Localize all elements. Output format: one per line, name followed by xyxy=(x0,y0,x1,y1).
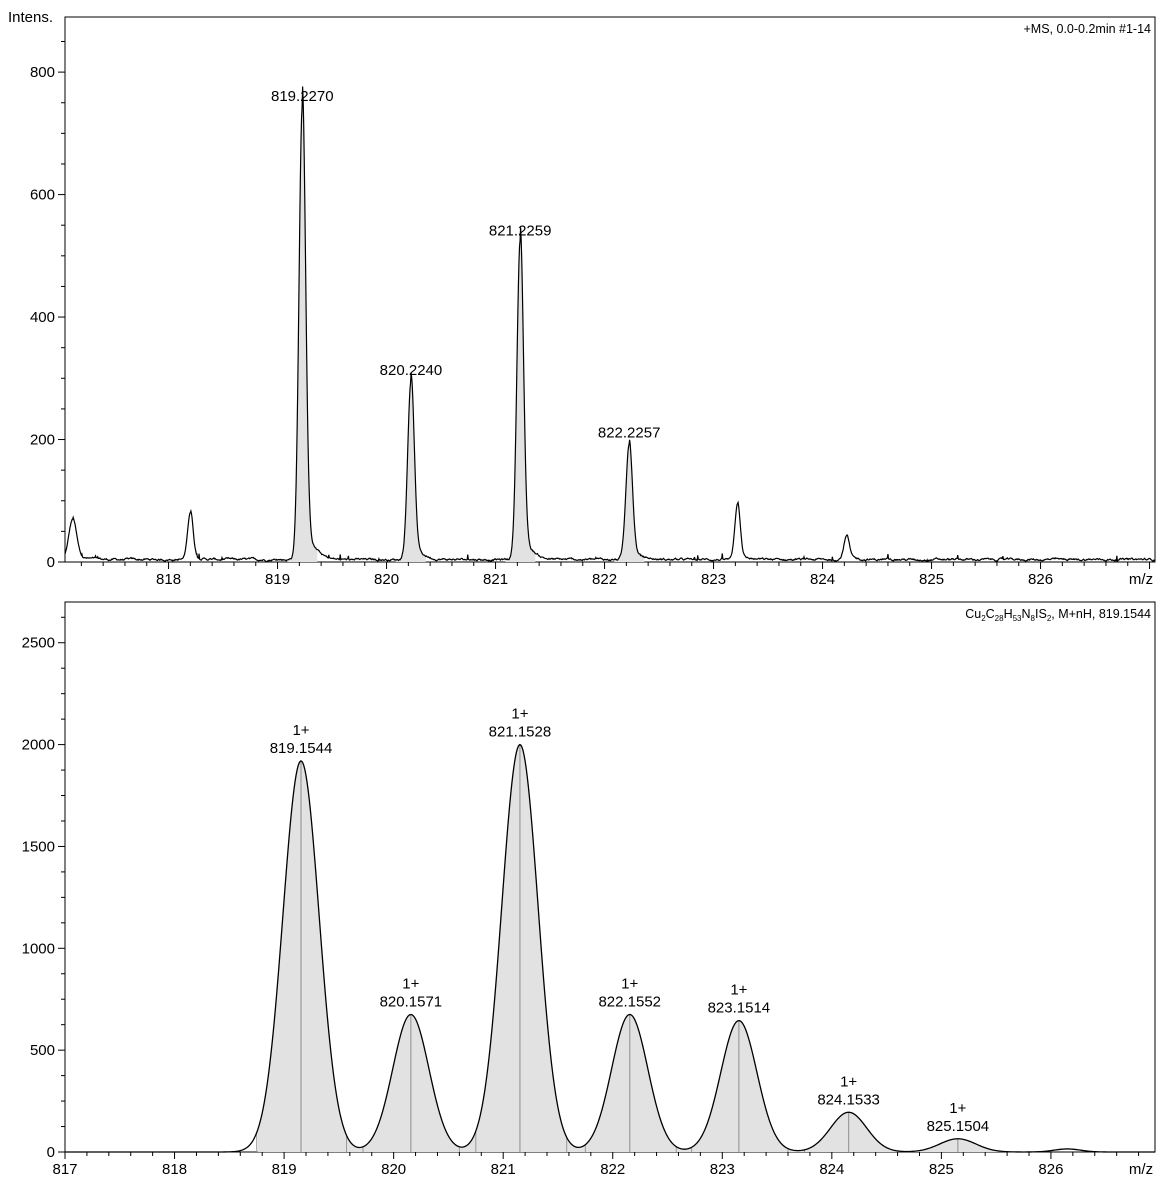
y-axis-label: Intens. xyxy=(8,9,53,26)
peak-label: 820.2240 xyxy=(380,362,443,379)
plot-frame xyxy=(64,601,1156,1153)
peak-label: 825.1504 xyxy=(927,1118,990,1135)
peak-charge-label: 1+ xyxy=(621,976,638,993)
x-tick-label: 825 xyxy=(919,571,944,588)
x-tick-label: 822 xyxy=(592,571,617,588)
x-tick-label: 826 xyxy=(1038,1161,1063,1178)
x-tick-label: 821 xyxy=(491,1161,516,1178)
pattern-fill xyxy=(257,744,1008,1152)
peak-label: 822.2257 xyxy=(598,425,661,442)
peak-charge-label: 1+ xyxy=(840,1073,857,1090)
y-tick-label: 1500 xyxy=(22,838,55,855)
peak-label: 819.1544 xyxy=(270,740,333,757)
peak-charge-label: 1+ xyxy=(402,976,419,993)
y-tick-label: 2000 xyxy=(22,737,55,754)
x-tick-label: 819 xyxy=(272,1161,297,1178)
peak-label: 824.1533 xyxy=(817,1091,880,1108)
x-tick-label: 818 xyxy=(156,571,181,588)
y-tick-label: 2500 xyxy=(22,635,55,652)
plot-frame xyxy=(64,16,1156,563)
peak-fill xyxy=(614,439,645,562)
peak-charge-label: 1+ xyxy=(949,1100,966,1117)
peak-label: 822.1552 xyxy=(598,994,661,1011)
simulated-pattern-panel: 817 818 819 820 821 822 823 824 825 826 m/z 0 500 100… xyxy=(22,601,1156,1178)
x-tick-label: 820 xyxy=(374,571,399,588)
x-tick-label: 824 xyxy=(819,1161,844,1178)
x-axis-label: m/z xyxy=(1129,571,1153,588)
y-tick-label: 500 xyxy=(30,1042,55,1059)
x-axis-label: m/z xyxy=(1129,1161,1153,1178)
spectrum-annotation: +MS, 0.0-0.2min #1-14 xyxy=(1024,22,1152,36)
x-tick-label: 826 xyxy=(1028,571,1053,588)
peak-charge-label: 1+ xyxy=(730,982,747,999)
peak-fill xyxy=(505,227,536,562)
y-tick-label: 400 xyxy=(30,309,55,326)
measured-spectrum-panel: 818 819 820 821 822 823 824 825 826 m/z 0 200 400 600… xyxy=(8,9,1156,588)
y-tick-label: 600 xyxy=(30,187,55,204)
x-tick-label: 823 xyxy=(701,571,726,588)
y-tick-label: 0 xyxy=(47,554,55,571)
peak-fill xyxy=(287,86,318,562)
peak-charge-label: 1+ xyxy=(292,722,309,739)
x-tick-label: 824 xyxy=(810,571,835,588)
y-tick-label: 0 xyxy=(47,1144,55,1161)
x-tick-label: 819 xyxy=(265,571,290,588)
peak-label: 823.1514 xyxy=(708,1000,771,1017)
peak-label: 819.2270 xyxy=(271,88,334,105)
x-tick-label: 820 xyxy=(381,1161,406,1178)
formula-annotation: Cu2C28H53N8IS2, M+nH, 819.1544 xyxy=(965,607,1151,623)
x-tick-label: 822 xyxy=(600,1161,625,1178)
x-tick-label: 818 xyxy=(162,1161,187,1178)
peak-fill xyxy=(395,373,426,562)
x-tick-label: 823 xyxy=(710,1161,735,1178)
peak-label: 821.1528 xyxy=(489,724,552,741)
peak-charge-label: 1+ xyxy=(511,706,528,723)
spectrum-line xyxy=(64,86,1156,563)
x-tick-label: 821 xyxy=(483,571,508,588)
y-tick-label: 1000 xyxy=(22,940,55,957)
peak-label: 821.2259 xyxy=(489,223,552,240)
x-tick-label: 825 xyxy=(929,1161,954,1178)
y-tick-label: 800 xyxy=(30,64,55,81)
y-tick-label: 200 xyxy=(30,432,55,449)
x-tick-label: 817 xyxy=(52,1161,77,1178)
peak-label: 820.1571 xyxy=(380,994,443,1011)
pattern-line xyxy=(65,743,1155,1153)
